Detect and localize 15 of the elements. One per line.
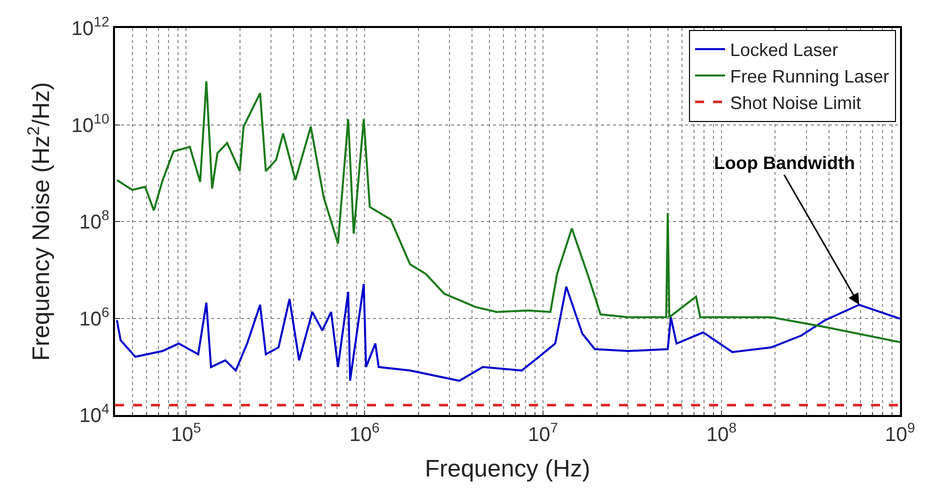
x-tick-label: 10$^{5}$ [171,419,202,446]
y-tick-label: 10$^{8}$ [79,207,110,234]
x-tick-label: 10$^{7}$ [528,419,558,446]
x-axis-title: Frequency (Hz) [424,456,590,483]
y-tick-label: 10$^{12}$ [71,14,110,40]
x-tick-label: 10$^{9}$ [884,419,916,446]
x-tick-label: 10$^{8}$ [706,419,737,446]
legend-label: Free Running Laser [730,66,890,87]
y-tick-label: 10$^{6}$ [79,304,110,330]
y-tick-label: 10$^{4}$ [79,400,110,427]
legend-label: Shot Noise Limit [730,92,862,113]
y-tick-label: 10$^{10}$ [71,110,110,137]
legend-label: Locked Laser [730,40,838,60]
annotation: Loop Bandwidth [714,153,855,173]
x-tick-label: 10$^{6}$ [349,419,380,446]
